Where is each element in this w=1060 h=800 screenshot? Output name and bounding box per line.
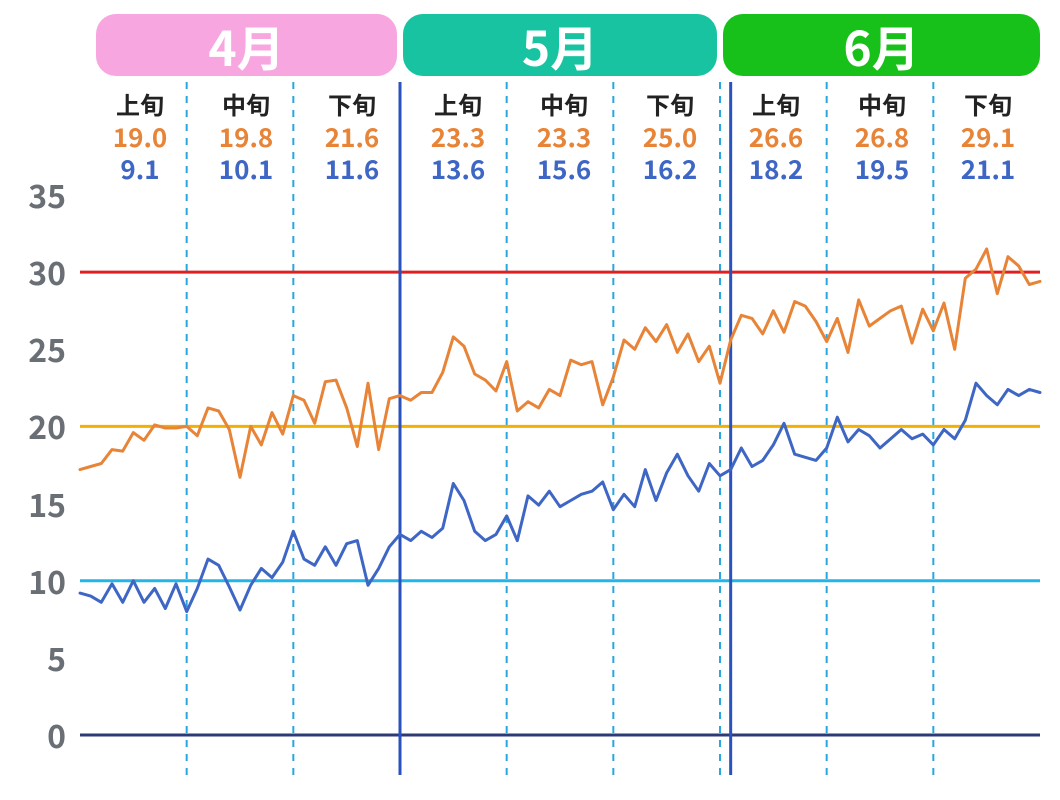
plot-svg — [0, 0, 1060, 800]
series-high — [80, 249, 1040, 477]
chart-stage: 4月 5月 6月 05101520253035 上旬19.09.1中旬19.81… — [0, 0, 1060, 800]
